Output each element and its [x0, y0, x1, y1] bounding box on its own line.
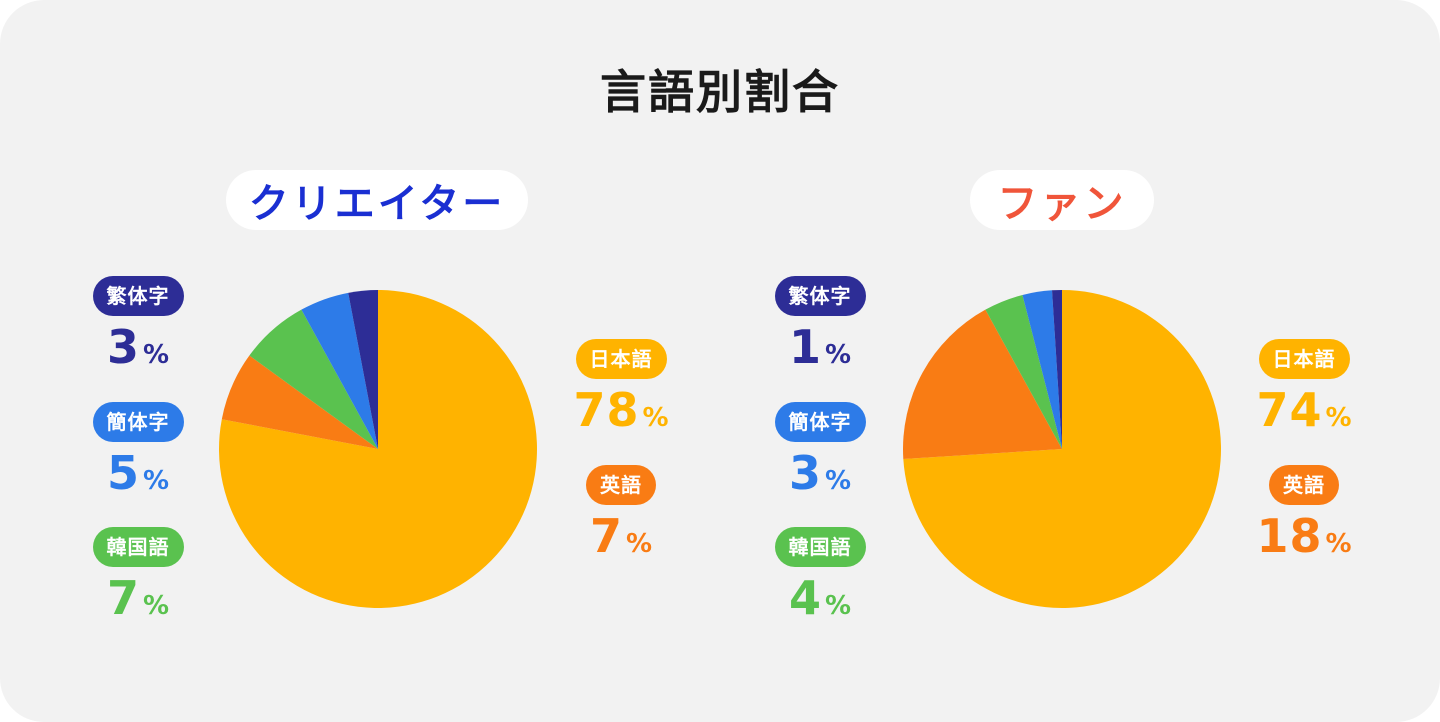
value-japanese: 74 [1256, 383, 1323, 437]
badge-english: 英語 [586, 465, 656, 505]
badge-simplified: 簡体字 [774, 402, 866, 442]
label-simplified-fan: 簡体字 3% [758, 402, 882, 511]
unit-traditional: % [142, 340, 170, 370]
label-traditional-fan: 繁体字 1% [758, 276, 882, 385]
badge-japanese: 日本語 [1258, 339, 1350, 379]
badge-korean: 韓国語 [774, 527, 866, 567]
value-korean: 7 [106, 571, 140, 625]
pie-slice-english [221, 355, 378, 449]
unit-english: % [625, 529, 653, 559]
pie-slice-korean [985, 295, 1062, 449]
unit-traditional: % [824, 340, 852, 370]
badge-traditional: 繁体字 [92, 276, 184, 316]
label-simplified-creator: 簡体字 5% [76, 402, 200, 511]
unit-english: % [1325, 529, 1352, 559]
value-traditional: 1 [788, 320, 822, 374]
value-english: 18 [1256, 509, 1323, 563]
pie-chart-fan [902, 290, 1221, 608]
chart-title: 言語別割合 [600, 65, 840, 119]
label-english-creator: 英語 7% [559, 465, 683, 574]
label-japanese-creator: 日本語 78% [559, 339, 683, 448]
pie-slice-traditional [1052, 290, 1062, 449]
label-korean-fan: 韓国語 4% [758, 527, 882, 636]
panel-title-fan: ファン [970, 170, 1154, 230]
pie-slice-simplified [301, 292, 378, 449]
unit-japanese: % [1325, 403, 1352, 433]
pie-slice-simplified [1022, 290, 1062, 449]
badge-traditional: 繁体字 [774, 276, 866, 316]
unit-simplified: % [142, 466, 170, 496]
value-japanese: 78 [573, 383, 640, 437]
pie-slice-korean [249, 309, 378, 449]
unit-korean: % [824, 591, 852, 621]
pie-slice-japanese [219, 290, 538, 608]
pie-slice-english [902, 309, 1062, 459]
pie-chart-creator [219, 290, 538, 608]
value-simplified: 5 [106, 446, 140, 500]
label-korean-creator: 韓国語 7% [76, 527, 200, 636]
pie-slice-traditional [348, 290, 378, 449]
value-simplified: 3 [788, 446, 822, 500]
unit-simplified: % [824, 466, 852, 496]
value-traditional: 3 [106, 320, 140, 374]
badge-korean: 韓国語 [92, 527, 184, 567]
badge-simplified: 簡体字 [92, 402, 184, 442]
unit-korean: % [142, 591, 170, 621]
value-korean: 4 [788, 571, 822, 625]
panel-title-creator: クリエイター [226, 170, 528, 230]
label-traditional-creator: 繁体字 3% [76, 276, 200, 385]
badge-english: 英語 [1269, 465, 1339, 505]
badge-japanese: 日本語 [575, 339, 667, 379]
value-english: 7 [589, 509, 623, 563]
unit-japanese: % [642, 403, 669, 433]
label-english-fan: 英語 18% [1242, 465, 1366, 574]
pie-slice-japanese [903, 290, 1221, 608]
label-japanese-fan: 日本語 74% [1242, 339, 1366, 448]
